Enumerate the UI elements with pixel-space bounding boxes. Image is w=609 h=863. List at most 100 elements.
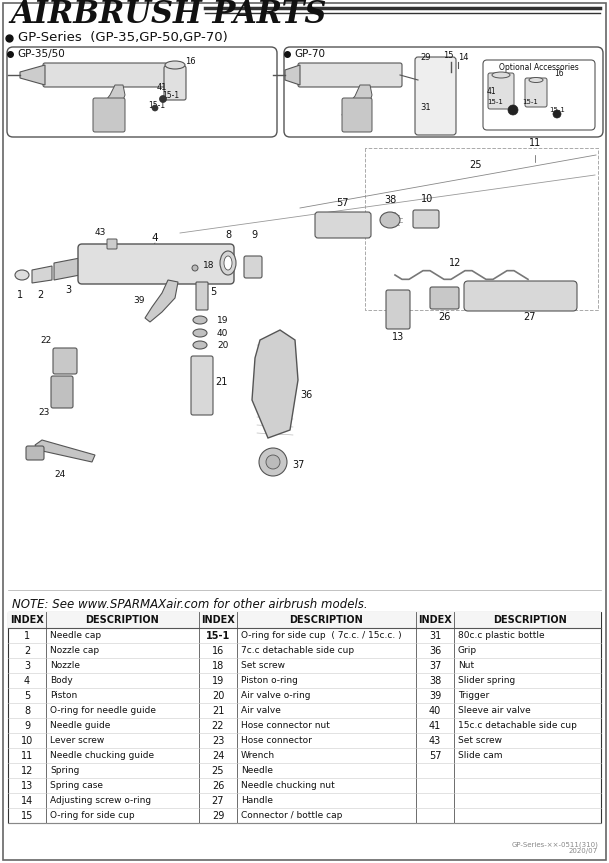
Text: Hose connector: Hose connector bbox=[241, 736, 312, 745]
Polygon shape bbox=[95, 85, 125, 118]
Text: GP-70: GP-70 bbox=[294, 49, 325, 59]
Circle shape bbox=[192, 265, 198, 271]
Text: 22: 22 bbox=[41, 336, 52, 345]
FancyBboxPatch shape bbox=[315, 212, 371, 238]
Text: 14: 14 bbox=[458, 54, 468, 62]
Text: 3: 3 bbox=[65, 285, 71, 295]
FancyBboxPatch shape bbox=[430, 287, 459, 309]
FancyBboxPatch shape bbox=[93, 98, 125, 132]
Text: 12: 12 bbox=[21, 765, 33, 776]
Text: DESCRIPTION: DESCRIPTION bbox=[494, 615, 568, 625]
Text: 43: 43 bbox=[429, 735, 441, 746]
Text: Piston o-ring: Piston o-ring bbox=[241, 676, 298, 685]
Text: Air valve: Air valve bbox=[241, 706, 281, 715]
Text: 1: 1 bbox=[17, 290, 23, 300]
Text: 21: 21 bbox=[212, 705, 224, 715]
Text: O-ring for side cup: O-ring for side cup bbox=[50, 811, 135, 820]
Text: 8: 8 bbox=[225, 230, 231, 240]
Text: GP-Series-××-0511(310): GP-Series-××-0511(310) bbox=[511, 841, 598, 848]
FancyBboxPatch shape bbox=[415, 57, 456, 135]
Text: DESCRIPTION: DESCRIPTION bbox=[290, 615, 364, 625]
Text: 10: 10 bbox=[421, 194, 433, 204]
Text: Adjusting screw o-ring: Adjusting screw o-ring bbox=[50, 796, 151, 805]
Text: Air valve o-ring: Air valve o-ring bbox=[241, 691, 311, 700]
FancyBboxPatch shape bbox=[298, 63, 402, 87]
FancyBboxPatch shape bbox=[107, 239, 117, 249]
Ellipse shape bbox=[529, 78, 543, 83]
Text: Nozzle cap: Nozzle cap bbox=[50, 646, 99, 655]
Text: 57: 57 bbox=[336, 198, 348, 208]
Polygon shape bbox=[145, 280, 178, 322]
Polygon shape bbox=[342, 85, 372, 118]
FancyBboxPatch shape bbox=[7, 47, 277, 137]
Text: Spring: Spring bbox=[50, 766, 79, 775]
Text: Piston: Piston bbox=[50, 691, 77, 700]
Ellipse shape bbox=[193, 316, 207, 324]
Ellipse shape bbox=[165, 61, 185, 69]
Text: 2: 2 bbox=[37, 290, 43, 300]
Text: 4: 4 bbox=[24, 676, 30, 685]
Text: 25: 25 bbox=[469, 160, 481, 170]
Text: Wrench: Wrench bbox=[241, 751, 275, 760]
Text: Handle: Handle bbox=[241, 796, 273, 805]
Text: 41: 41 bbox=[487, 86, 496, 96]
FancyBboxPatch shape bbox=[525, 78, 547, 107]
Polygon shape bbox=[252, 330, 298, 438]
Circle shape bbox=[266, 455, 280, 469]
Text: 15-1: 15-1 bbox=[549, 107, 565, 113]
Text: 37: 37 bbox=[292, 460, 304, 470]
Text: 41: 41 bbox=[429, 721, 441, 730]
Text: 13: 13 bbox=[392, 332, 404, 342]
Text: 31: 31 bbox=[429, 631, 441, 640]
Text: Needle cap: Needle cap bbox=[50, 631, 101, 640]
Text: 22: 22 bbox=[212, 721, 224, 730]
Ellipse shape bbox=[380, 212, 400, 228]
Text: INDEX: INDEX bbox=[201, 615, 235, 625]
FancyBboxPatch shape bbox=[488, 73, 514, 109]
Text: 38: 38 bbox=[384, 195, 396, 205]
FancyBboxPatch shape bbox=[413, 210, 439, 228]
Text: 8: 8 bbox=[24, 705, 30, 715]
Text: 9: 9 bbox=[251, 230, 257, 240]
Text: 25: 25 bbox=[212, 765, 224, 776]
Text: 27: 27 bbox=[524, 312, 537, 322]
Ellipse shape bbox=[193, 341, 207, 349]
Ellipse shape bbox=[492, 72, 510, 78]
FancyBboxPatch shape bbox=[386, 290, 410, 329]
Text: 10: 10 bbox=[21, 735, 33, 746]
Ellipse shape bbox=[220, 251, 236, 275]
Text: 14: 14 bbox=[21, 796, 33, 805]
Text: 7c.c detachable side cup: 7c.c detachable side cup bbox=[241, 646, 354, 655]
Text: 36: 36 bbox=[300, 390, 312, 400]
Text: 16: 16 bbox=[212, 646, 224, 656]
Text: INDEX: INDEX bbox=[10, 615, 44, 625]
Text: 4: 4 bbox=[152, 233, 158, 243]
Text: 11: 11 bbox=[21, 751, 33, 760]
Text: 20: 20 bbox=[212, 690, 224, 701]
FancyBboxPatch shape bbox=[196, 282, 208, 310]
Polygon shape bbox=[285, 65, 300, 85]
Polygon shape bbox=[54, 258, 80, 280]
Text: 15-1: 15-1 bbox=[522, 99, 538, 105]
Text: 27: 27 bbox=[212, 796, 224, 805]
Text: GP-Series  (GP-35,GP-50,GP-70): GP-Series (GP-35,GP-50,GP-70) bbox=[18, 32, 228, 45]
Text: Grip: Grip bbox=[458, 646, 477, 655]
Text: Spring case: Spring case bbox=[50, 781, 103, 790]
Text: 29: 29 bbox=[420, 53, 431, 61]
FancyBboxPatch shape bbox=[464, 281, 577, 311]
Ellipse shape bbox=[15, 270, 29, 280]
Text: 15-1: 15-1 bbox=[148, 100, 165, 110]
Text: 21: 21 bbox=[215, 377, 227, 387]
Text: 19: 19 bbox=[212, 676, 224, 685]
Text: Trigger: Trigger bbox=[458, 691, 489, 700]
Text: 26: 26 bbox=[212, 780, 224, 791]
FancyBboxPatch shape bbox=[51, 376, 73, 408]
Text: 23: 23 bbox=[212, 735, 224, 746]
Text: 15: 15 bbox=[443, 52, 453, 60]
Text: 2: 2 bbox=[24, 646, 30, 656]
FancyBboxPatch shape bbox=[26, 446, 44, 460]
FancyBboxPatch shape bbox=[483, 60, 595, 130]
Polygon shape bbox=[35, 440, 95, 462]
Text: Lever screw: Lever screw bbox=[50, 736, 104, 745]
Text: Needle guide: Needle guide bbox=[50, 721, 110, 730]
